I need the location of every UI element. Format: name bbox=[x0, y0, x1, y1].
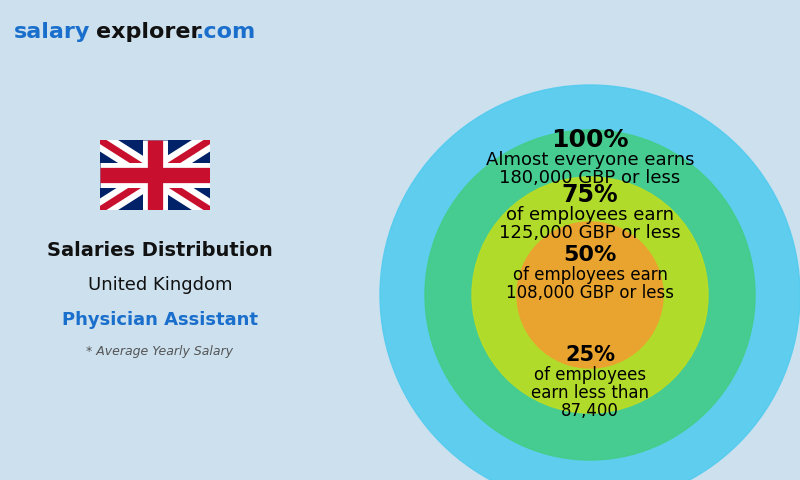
Text: Almost everyone earns: Almost everyone earns bbox=[486, 151, 694, 169]
Text: .com: .com bbox=[196, 22, 256, 42]
Text: of employees: of employees bbox=[534, 366, 646, 384]
Text: earn less than: earn less than bbox=[531, 384, 649, 402]
Text: salary: salary bbox=[14, 22, 90, 42]
Text: 50%: 50% bbox=[563, 245, 617, 265]
Circle shape bbox=[472, 177, 708, 413]
Circle shape bbox=[517, 222, 663, 368]
Text: 25%: 25% bbox=[565, 345, 615, 365]
Text: of employees earn: of employees earn bbox=[506, 206, 674, 224]
Text: 87,400: 87,400 bbox=[561, 402, 619, 420]
Circle shape bbox=[380, 85, 800, 480]
Text: * Average Yearly Salary: * Average Yearly Salary bbox=[86, 346, 234, 359]
Text: Salaries Distribution: Salaries Distribution bbox=[47, 240, 273, 260]
Text: of employees earn: of employees earn bbox=[513, 266, 667, 284]
Circle shape bbox=[425, 130, 755, 460]
Text: 75%: 75% bbox=[562, 183, 618, 207]
Text: Physician Assistant: Physician Assistant bbox=[62, 311, 258, 329]
Bar bbox=[100, 140, 210, 210]
Text: 125,000 GBP or less: 125,000 GBP or less bbox=[499, 224, 681, 242]
Text: 100%: 100% bbox=[551, 128, 629, 152]
Text: explorer: explorer bbox=[96, 22, 202, 42]
Text: 108,000 GBP or less: 108,000 GBP or less bbox=[506, 284, 674, 302]
Text: 180,000 GBP or less: 180,000 GBP or less bbox=[499, 169, 681, 187]
Text: United Kingdom: United Kingdom bbox=[88, 276, 232, 294]
